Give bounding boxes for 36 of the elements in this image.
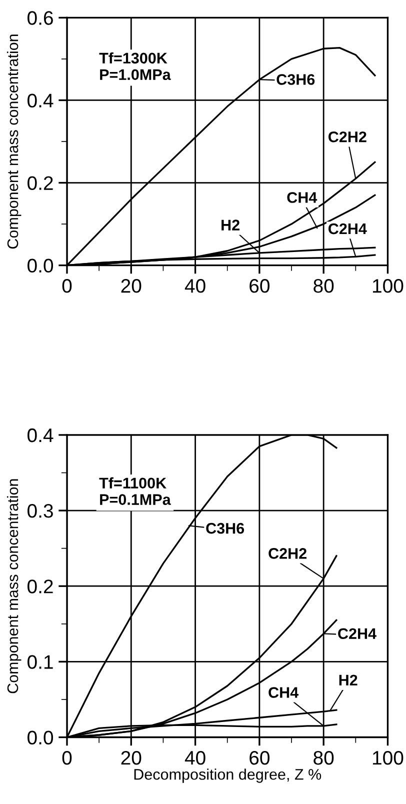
y-tick-label: 0.1 [28,655,53,669]
x-tick-label: 40 [184,279,206,293]
x-tick-label: 20 [121,279,142,293]
annotation: CH4 [268,687,299,698]
annotation: H2 [222,220,240,230]
y-axis-title: Component mass concentration [6,479,22,694]
annotation: CH4 [287,192,318,203]
annotation: C2H4 [338,628,376,640]
annotation: Tf=1300K P=1.0MPa [99,52,171,80]
y-tick-label: 0.0 [28,730,54,745]
annotation: C2H2 [268,548,306,559]
x-axis-title: Decomposition degree, Z % [134,768,322,783]
y-tick-label: 0.6 [28,11,53,25]
annotation: C3H6 [206,522,244,534]
x-tick-label: 60 [250,279,270,293]
annotation: C3H6 [276,74,315,85]
annotation: H2 [339,674,358,686]
x-tick-label: 100 [372,750,404,765]
y-tick-label: 0.2 [28,176,53,190]
annotation: C2H4 [328,223,367,234]
x-tick-label: 20 [121,750,142,765]
x-tick-label: 60 [250,750,270,765]
y-tick-label: 0.4 [28,428,54,442]
annotation: Tf=1100K P=0.1MPa [99,477,171,505]
x-tick-label: 100 [372,279,404,293]
x-tick-label: 80 [314,750,334,765]
y-tick-label: 0.3 [28,504,53,518]
y-tick-label: 0.2 [28,580,53,594]
x-tick-label: 0 [62,750,72,765]
x-tick-label: 40 [184,750,206,765]
x-tick-label: 80 [314,279,334,293]
x-tick-label: 0 [62,279,72,293]
y-axis-title: Component mass concentration [6,34,22,249]
y-tick-label: 0.0 [28,258,54,273]
y-tick-label: 0.4 [28,94,54,108]
annotation: C2H2 [328,131,366,142]
